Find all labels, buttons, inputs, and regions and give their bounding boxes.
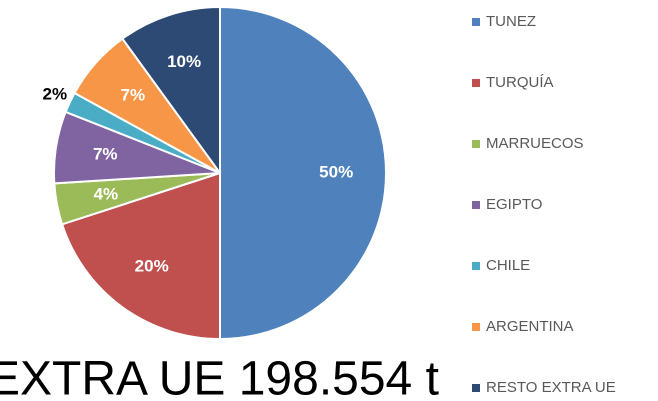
- value-label: 50%: [319, 162, 353, 181]
- legend-swatch: [472, 140, 480, 148]
- pie-slice: [219, 5, 387, 341]
- value-label: 7%: [121, 86, 146, 105]
- legend-swatch: [472, 262, 480, 270]
- value-label: 2%: [42, 85, 67, 104]
- legend-label: MARRUECOS: [486, 135, 584, 152]
- legend-label: TURQUÍA: [486, 74, 554, 91]
- legend-swatch: [472, 79, 480, 87]
- pie-slice: [60, 171, 221, 341]
- legend-swatch: [472, 18, 480, 26]
- legend-label: TUNEZ: [486, 13, 536, 30]
- value-label: 4%: [94, 184, 119, 203]
- annotation: EXTRA UE 198.554 t: [0, 353, 439, 401]
- legend-swatch: [472, 323, 480, 331]
- legend-label: EGIPTO: [486, 196, 542, 213]
- legend-label: ARGENTINA: [486, 318, 574, 335]
- legend-label: RESTO EXTRA UE: [486, 379, 616, 396]
- value-label: 10%: [167, 52, 201, 71]
- legend-swatch: [472, 384, 480, 392]
- legend-swatch: [472, 201, 480, 209]
- value-label: 20%: [135, 256, 169, 275]
- value-label: 7%: [93, 144, 118, 163]
- pie-slice: [121, 5, 221, 177]
- legend-label: CHILE: [486, 257, 530, 274]
